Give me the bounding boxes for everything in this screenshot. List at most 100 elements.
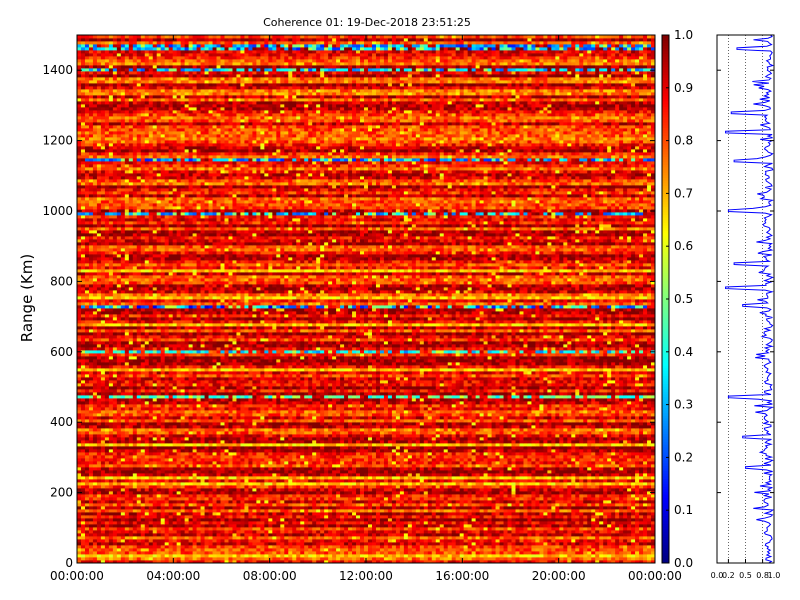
- heatmap-cell: [232, 500, 237, 504]
- heatmap-cell: [176, 524, 182, 528]
- heatmap-cell: [419, 539, 425, 543]
- heatmap-cell: [164, 509, 170, 513]
- heatmap-cell: [184, 491, 190, 495]
- heatmap-cell: [296, 479, 301, 483]
- heatmap-cell: [344, 503, 349, 507]
- heatmap-cell: [591, 470, 596, 474]
- heatmap-cell: [527, 512, 532, 516]
- heatmap-cell: [567, 539, 572, 543]
- heatmap-cell: [575, 527, 580, 531]
- heatmap-cell: [316, 524, 321, 528]
- heatmap-cell: [631, 518, 636, 522]
- heatmap-cell: [172, 515, 178, 519]
- heatmap-cell: [591, 521, 596, 525]
- heatmap-cell: [92, 479, 98, 483]
- heatmap-cell: [208, 560, 213, 564]
- heatmap-cell: [92, 461, 98, 465]
- heatmap-cell: [180, 479, 186, 483]
- heatmap-cell: [168, 530, 174, 534]
- heatmap-cell: [471, 515, 477, 519]
- heatmap-cell: [431, 485, 437, 489]
- heatmap-cell: [320, 482, 325, 486]
- heatmap-cell: [240, 470, 245, 474]
- heatmap-cell: [619, 527, 624, 531]
- heatmap-cell: [96, 545, 102, 549]
- heatmap-cell: [208, 476, 213, 480]
- heatmap-cell: [80, 479, 86, 483]
- heatmap-cell: [196, 482, 201, 486]
- heatmap-cell: [567, 473, 572, 477]
- heatmap-cell: [220, 461, 225, 465]
- heatmap-cell: [467, 518, 473, 522]
- heatmap-cell: [344, 509, 349, 513]
- heatmap-cell: [651, 551, 656, 555]
- heatmap-cell: [403, 557, 409, 561]
- heatmap-cell: [264, 503, 269, 507]
- heatmap-cell: [499, 521, 504, 525]
- heatmap-cell: [607, 509, 612, 513]
- heatmap-cell: [595, 500, 600, 504]
- heatmap-cell: [344, 533, 349, 537]
- heatmap-cell: [216, 524, 221, 528]
- heatmap-cell: [168, 512, 174, 516]
- heatmap-cell: [360, 461, 365, 465]
- heatmap-cell: [495, 551, 500, 555]
- heatmap-cell: [483, 554, 488, 558]
- heatmap-cell: [367, 530, 373, 534]
- heatmap-cell: [395, 512, 401, 516]
- heatmap-cell: [399, 545, 405, 549]
- heatmap-cell: [563, 461, 568, 465]
- heatmap-cell: [300, 518, 305, 522]
- heatmap-cell: [124, 464, 130, 468]
- heatmap-cell: [104, 539, 110, 543]
- heatmap-cell: [344, 491, 349, 495]
- heatmap-cell: [280, 515, 285, 519]
- heatmap-cell: [583, 545, 588, 549]
- heatmap-cell: [272, 512, 277, 516]
- heatmap-cell: [635, 512, 640, 516]
- heatmap-cell: [192, 533, 197, 537]
- heatmap-cell: [527, 476, 532, 480]
- heatmap-cell: [164, 503, 170, 507]
- heatmap-cell: [112, 554, 118, 558]
- heatmap-cell: [583, 506, 588, 510]
- heatmap-cell: [272, 539, 277, 543]
- heatmap-cell: [375, 560, 381, 564]
- heatmap-cell: [463, 557, 469, 561]
- heatmap-cell: [204, 548, 209, 552]
- heatmap-cell: [196, 539, 201, 543]
- heatmap-cell: [144, 512, 150, 516]
- heatmap-cell: [487, 512, 492, 516]
- heatmap-cell: [352, 542, 357, 546]
- heatmap-cell: [160, 554, 166, 558]
- heatmap-cell: [439, 485, 445, 489]
- heatmap-cell: [647, 476, 652, 480]
- heatmap-cell: [276, 557, 281, 561]
- heatmap-cell: [527, 557, 532, 561]
- heatmap-cell: [172, 542, 178, 546]
- heatmap-cell: [467, 515, 473, 519]
- heatmap-cell: [379, 476, 385, 480]
- heatmap-cell: [152, 464, 158, 468]
- heatmap-cell: [120, 485, 126, 489]
- heatmap-cell: [491, 524, 496, 528]
- heatmap-cell: [623, 503, 628, 507]
- heatmap-cell: [475, 461, 481, 465]
- heatmap-cell: [316, 482, 321, 486]
- heatmap-cell: [176, 494, 182, 498]
- heatmap-cell: [455, 470, 461, 474]
- heatmap-cell: [304, 527, 309, 531]
- heatmap-cell: [635, 518, 640, 522]
- heatmap-cell: [503, 509, 508, 513]
- heatmap-cell: [256, 548, 261, 552]
- heatmap-cell: [447, 530, 453, 534]
- heatmap-cell: [619, 542, 624, 546]
- heatmap-cell: [495, 500, 500, 504]
- heatmap-cell: [595, 557, 600, 561]
- heatmap-cell: [364, 518, 369, 522]
- heatmap-cell: [491, 557, 496, 561]
- heatmap-cell: [411, 491, 417, 495]
- heatmap-cell: [651, 506, 656, 510]
- heatmap-cell: [96, 554, 102, 558]
- heatmap-cell: [148, 545, 154, 549]
